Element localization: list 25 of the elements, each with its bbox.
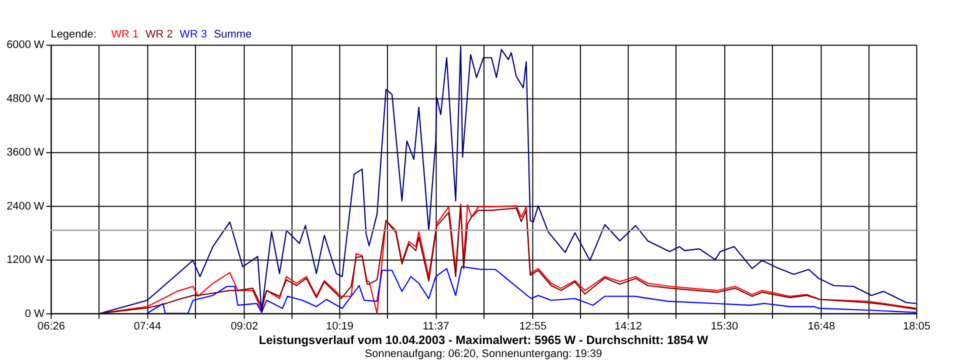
y-tick-label: 1200 W bbox=[6, 254, 45, 266]
x-tick-label: 06:26 bbox=[38, 320, 65, 333]
x-tick-label: 16:48 bbox=[808, 320, 836, 333]
y-tick-label: 4800 W bbox=[6, 92, 45, 105]
x-tick-label: 12:55 bbox=[519, 320, 547, 333]
legend-title: Legende: bbox=[50, 28, 96, 41]
text: Summe bbox=[214, 28, 252, 41]
line-series bbox=[100, 46, 916, 314]
line-series bbox=[146, 266, 916, 314]
text: Sonnenaufgang: 06:20, Sonnenuntergang: 19:39 bbox=[364, 348, 602, 360]
x-tick-label: 11:37 bbox=[422, 320, 450, 333]
x-tick-label: 18:05 bbox=[903, 320, 930, 333]
x-tick-label: 15:30 bbox=[710, 320, 738, 333]
x-tick-label: 07:44 bbox=[134, 320, 162, 333]
y-tick-label: 2400 W bbox=[6, 200, 45, 212]
y-tick-label: 6000 W bbox=[6, 39, 45, 52]
y-tick-label: 0 W bbox=[24, 308, 45, 320]
x-tick-label: 14:12 bbox=[614, 320, 642, 333]
text: WR 2 bbox=[145, 28, 173, 41]
x-tick-label: 10:19 bbox=[326, 320, 354, 333]
y-tick-label: 3600 W bbox=[6, 146, 45, 159]
text: WR 3 bbox=[180, 28, 208, 41]
text: Leistungsverlauf vom 10.04.2003 - Maximalwert: 5965 W - Durchschnitt: 1854 W bbox=[258, 333, 709, 348]
x-tick-label: 09:02 bbox=[230, 320, 258, 333]
text: WR 1 bbox=[111, 28, 139, 41]
